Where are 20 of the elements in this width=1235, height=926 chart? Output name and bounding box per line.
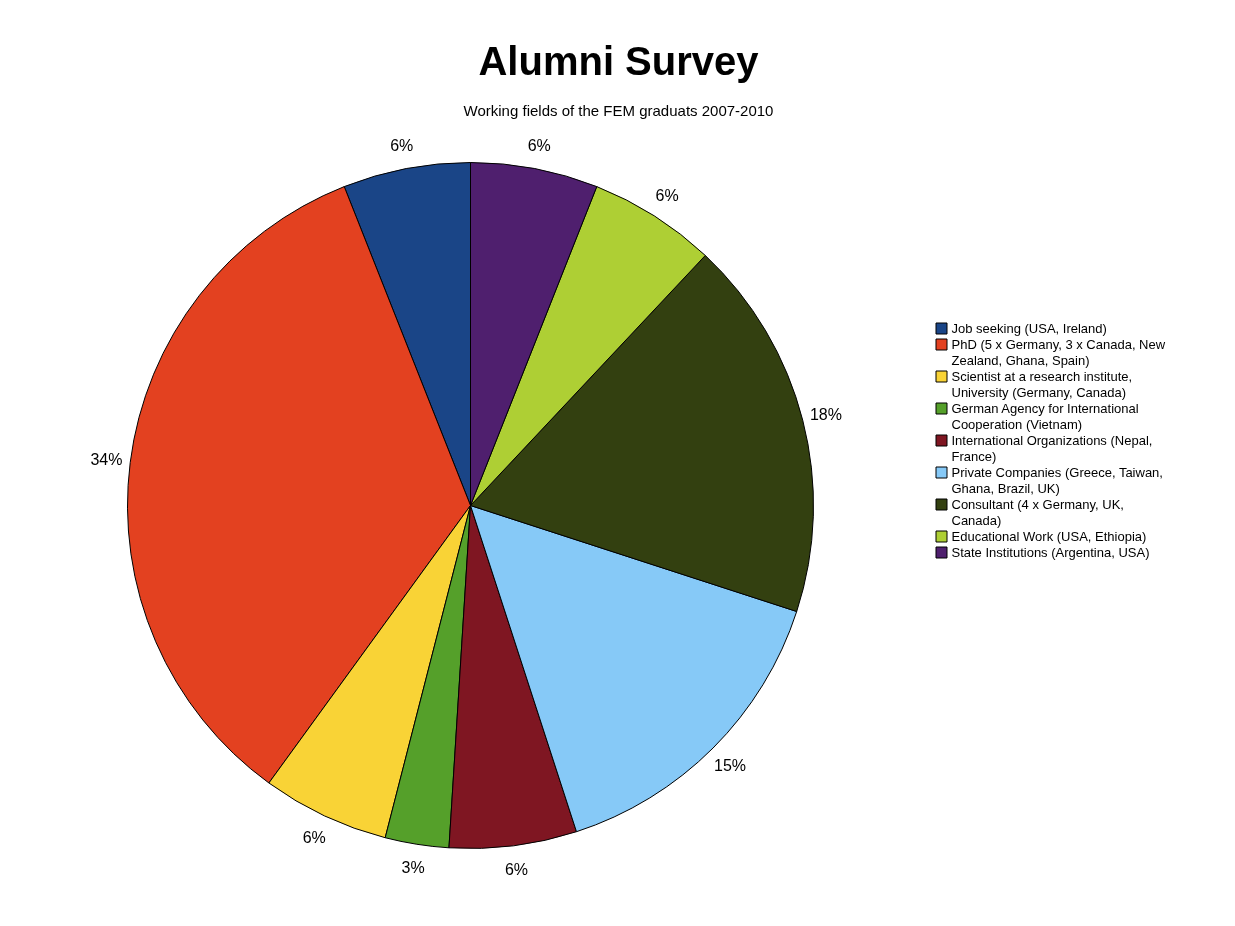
data-label: 34% bbox=[90, 451, 123, 468]
legend-label: Scientist at a research institute, University (Germany, Canada) bbox=[951, 369, 1133, 400]
data-label: 18% bbox=[809, 405, 842, 423]
data-label: 3% bbox=[401, 859, 425, 877]
data-label: 15% bbox=[714, 756, 747, 774]
legend-label: Private Companies (Greece, Taiwan, Ghana, Brazil, UK) bbox=[951, 465, 1163, 496]
data-label: 6% bbox=[302, 829, 326, 847]
legend-label: PhD (5 x Germany, 3 x Canada, New Zealand, Ghana, Spain) bbox=[951, 337, 1166, 368]
data-label: 6% bbox=[527, 136, 551, 154]
legend-label: Consultant (4 x Germany, UK, Canada) bbox=[951, 497, 1124, 528]
chart-title: Alumni Survey bbox=[478, 38, 760, 83]
data-label: 6% bbox=[655, 187, 679, 205]
legend-label: German Agency for International Cooperation (Vietnam) bbox=[951, 401, 1139, 432]
legend-label: International Organizations (Nepal, France) bbox=[951, 433, 1153, 464]
data-label: 6% bbox=[504, 861, 529, 879]
legend-label: State Institutions (Argentina, USA) bbox=[951, 545, 1150, 560]
legend-label: Educational Work (USA, Ethiopia) bbox=[951, 529, 1147, 544]
legend-label: Job seeking (USA, Ireland) bbox=[951, 321, 1107, 336]
chart-subtitle: Working fields of the FEM graduats 2007-2010 bbox=[463, 102, 774, 119]
data-label: 6% bbox=[390, 136, 414, 154]
